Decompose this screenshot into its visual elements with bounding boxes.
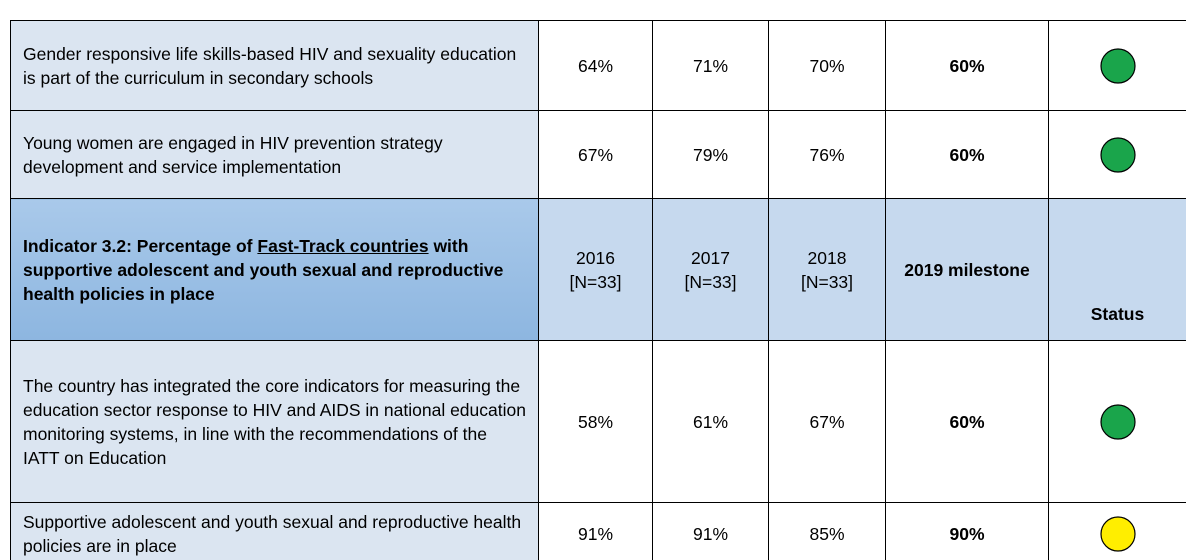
- sample-size: [N=33]: [684, 271, 737, 292]
- milestone-cell: 90%: [885, 502, 1049, 560]
- milestone-header: 2019 milestone: [885, 198, 1049, 341]
- value-cell: 67%: [538, 110, 653, 199]
- status-dot: [1099, 136, 1136, 173]
- status-header: Status: [1048, 198, 1186, 341]
- year-cell: 2017 [N=33]: [652, 198, 769, 341]
- indicator-cell: The country has integrated the core indi…: [10, 340, 539, 503]
- year-label: 2016: [576, 247, 615, 268]
- table-row: Young women are engaged in HIV preventio…: [10, 110, 1186, 199]
- milestone-cell: 60%: [885, 110, 1049, 199]
- status-dot: [1099, 47, 1136, 84]
- status-dot: [1099, 403, 1136, 440]
- value-cell: 58%: [538, 340, 653, 503]
- table-wrapper: Gender responsive life skills-based HIV …: [10, 20, 1186, 560]
- sample-size: [N=33]: [569, 271, 622, 292]
- value-cell: 61%: [652, 340, 769, 503]
- value-cell: 70%: [768, 20, 886, 111]
- value-cell: 91%: [538, 502, 653, 560]
- table-row: Supportive adolescent and youth sexual a…: [10, 502, 1186, 560]
- year-label: 2017: [691, 247, 730, 268]
- indicator-cell: Supportive adolescent and youth sexual a…: [10, 502, 539, 560]
- year-cell: 2018 [N=33]: [768, 198, 886, 341]
- title-end: with supportive adolescent and youth sex…: [23, 235, 504, 304]
- title-start: Indicator 3.2: Percentage of: [23, 235, 253, 256]
- status-cell: [1048, 340, 1186, 503]
- status-icon: [1099, 403, 1136, 440]
- status-icon: [1099, 47, 1136, 84]
- year-label: 2018: [807, 247, 847, 268]
- table-row: The country has integrated the core indi…: [10, 340, 1186, 503]
- milestone-cell: 60%: [885, 340, 1049, 503]
- value-cell: 85%: [768, 502, 886, 560]
- milestone-cell: 60%: [885, 20, 1049, 111]
- value-cell: 67%: [768, 340, 886, 503]
- indicator-header-row: Indicator 3.2: Percentage of Fast-Track …: [10, 198, 1186, 341]
- indicator-cell: Gender responsive life skills-based HIV …: [10, 20, 539, 111]
- table-row: Gender responsive life skills-based HIV …: [10, 20, 1186, 111]
- indicator-title-cell: Indicator 3.2: Percentage of Fast-Track …: [10, 198, 539, 341]
- indicator-cell: Young women are engaged in HIV preventio…: [10, 110, 539, 199]
- status-cell: [1048, 502, 1186, 560]
- status-cell: [1048, 110, 1186, 199]
- value-cell: 79%: [652, 110, 769, 199]
- title-link: Fast-Track countries: [257, 235, 429, 256]
- value-cell: 71%: [652, 20, 769, 111]
- status-dot: [1099, 515, 1136, 552]
- sample-size: [N=33]: [800, 271, 854, 292]
- indicator-table: Gender responsive life skills-based HIV …: [10, 20, 1186, 560]
- status-icon: [1099, 136, 1136, 173]
- value-cell: 91%: [652, 502, 769, 560]
- status-icon: [1099, 515, 1136, 552]
- value-cell: 64%: [538, 20, 653, 111]
- status-cell: [1048, 20, 1186, 111]
- value-cell: 76%: [768, 110, 886, 199]
- table-body: Gender responsive life skills-based HIV …: [10, 20, 1186, 560]
- year-cell: 2016 [N=33]: [538, 198, 653, 341]
